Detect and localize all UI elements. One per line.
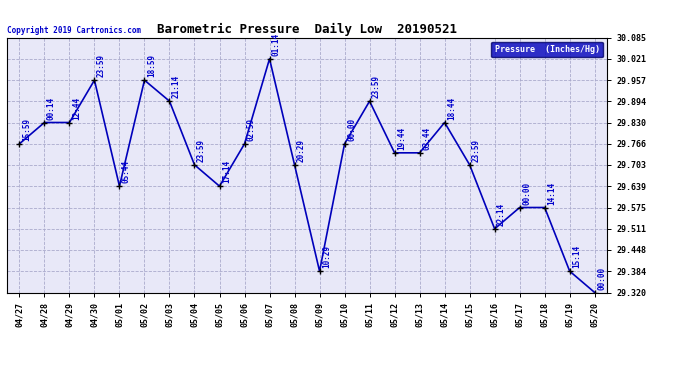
Text: 21:14: 21:14: [172, 75, 181, 98]
Text: 23:59: 23:59: [372, 75, 381, 98]
Text: 23:59: 23:59: [197, 139, 206, 162]
Text: 02:59: 02:59: [247, 118, 256, 141]
Text: Copyright 2019 Cartronics.com: Copyright 2019 Cartronics.com: [7, 26, 141, 35]
Text: 23:59: 23:59: [97, 54, 106, 77]
Text: 18:59: 18:59: [147, 54, 156, 77]
Text: 14:14: 14:14: [547, 182, 556, 205]
Legend: Pressure  (Inches/Hg): Pressure (Inches/Hg): [491, 42, 603, 57]
Text: 05:44: 05:44: [122, 160, 131, 183]
Text: 12:44: 12:44: [72, 97, 81, 120]
Text: 00:00: 00:00: [522, 182, 531, 205]
Text: 03:44: 03:44: [422, 127, 431, 150]
Text: 19:44: 19:44: [397, 127, 406, 150]
Text: 00:14: 00:14: [47, 97, 56, 120]
Text: 23:59: 23:59: [472, 139, 481, 162]
Text: 00:00: 00:00: [597, 267, 606, 290]
Text: 22:14: 22:14: [497, 203, 506, 226]
Text: 10:29: 10:29: [322, 245, 331, 268]
Text: 15:59: 15:59: [22, 118, 31, 141]
Text: 15:14: 15:14: [572, 245, 581, 268]
Text: 01:14: 01:14: [272, 33, 281, 56]
Text: 00:00: 00:00: [347, 118, 356, 141]
Text: 20:29: 20:29: [297, 139, 306, 162]
Text: 17:14: 17:14: [222, 160, 231, 183]
Title: Barometric Pressure  Daily Low  20190521: Barometric Pressure Daily Low 20190521: [157, 23, 457, 36]
Text: 18:44: 18:44: [447, 97, 456, 120]
